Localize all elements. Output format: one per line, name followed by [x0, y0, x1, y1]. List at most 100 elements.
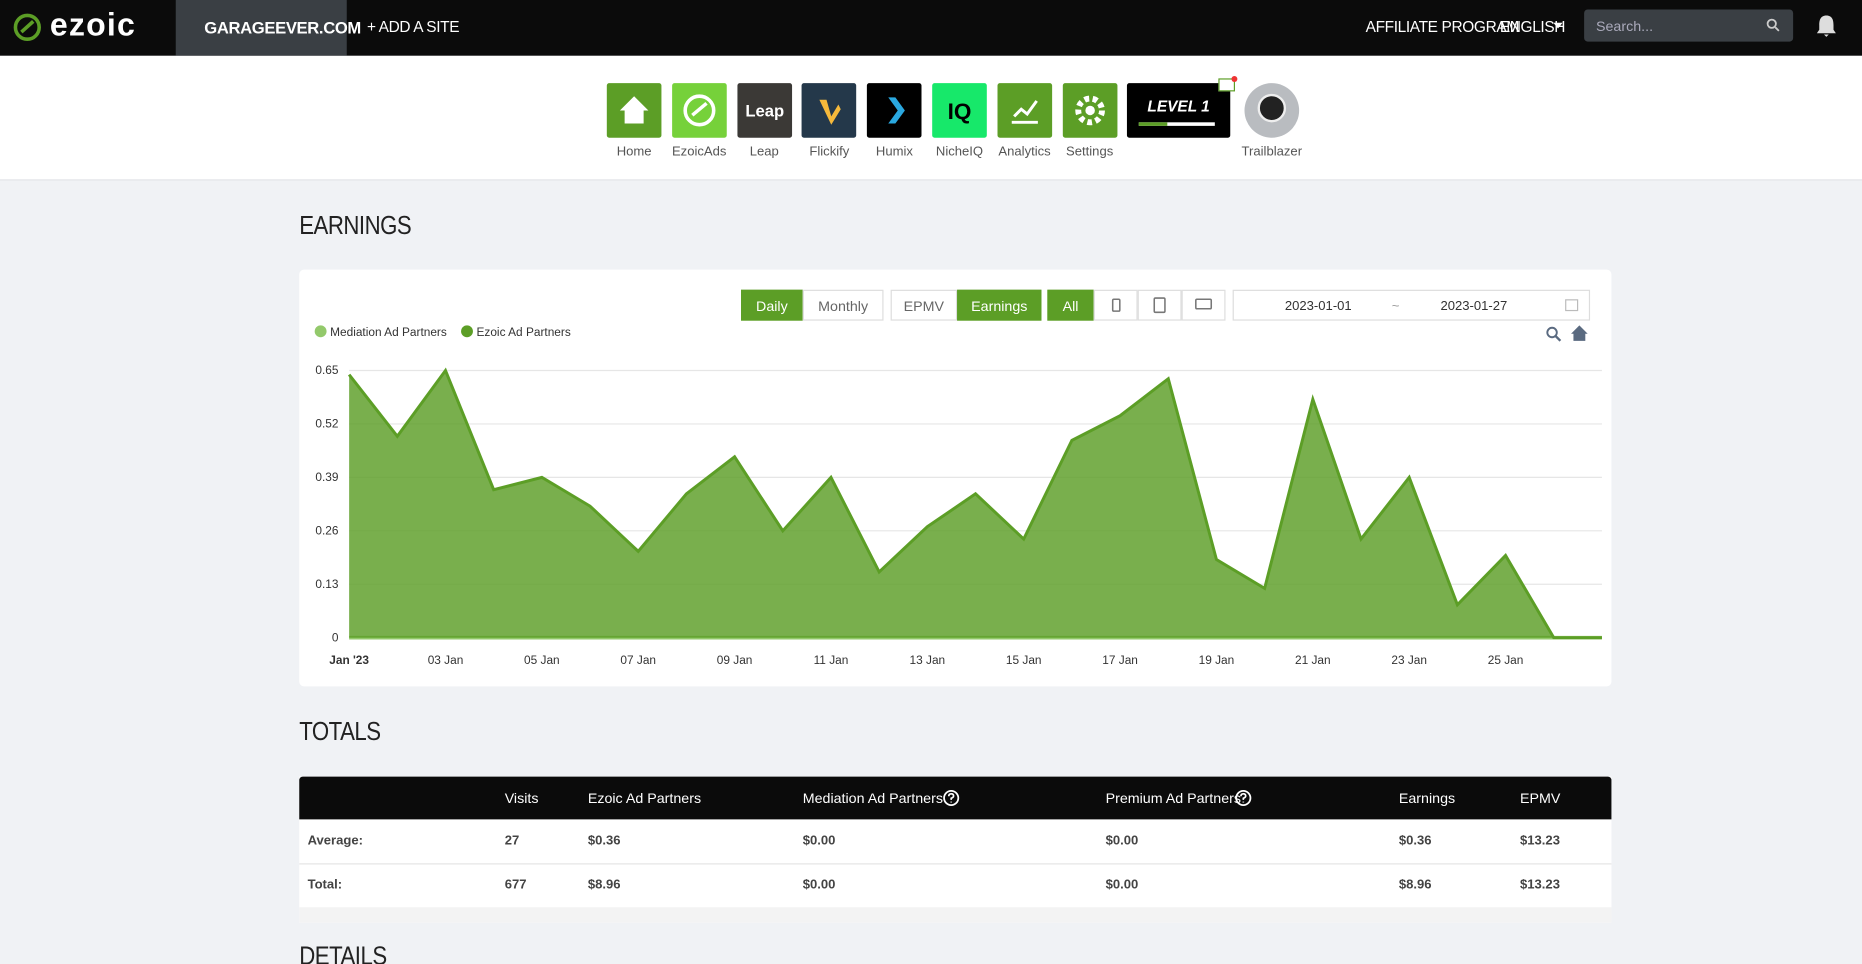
row-divider [299, 863, 1612, 865]
cell: $0.36 [587, 833, 621, 848]
x-tick-label: Jan '23 [329, 653, 369, 667]
help-mark [947, 793, 955, 803]
app-glyph [683, 94, 716, 127]
level-progress-fill [1138, 122, 1168, 126]
app-glyph [619, 96, 649, 124]
device-shape [1111, 298, 1121, 312]
search-box[interactable] [1584, 9, 1794, 42]
device-button[interactable] [1093, 289, 1138, 321]
x-tick-label: 03 Jan [428, 653, 464, 667]
app-icon[interactable] [867, 83, 922, 138]
language-select[interactable]: ENGLISH [1499, 17, 1566, 36]
device-button[interactable] [1137, 289, 1182, 321]
column-header: EPMV [1520, 789, 1561, 807]
y-tick-label: 0.39 [315, 470, 338, 484]
notification-bell[interactable] [1816, 14, 1837, 38]
x-tick-label: 07 Jan [620, 653, 656, 667]
app-label[interactable]: Leap [749, 144, 779, 160]
legend-marker[interactable] [314, 325, 327, 338]
app-label[interactable]: Humix [875, 144, 913, 160]
column-header: Premium Ad Partners [1105, 789, 1241, 807]
device-button[interactable] [1181, 289, 1226, 321]
date-range[interactable] [1232, 289, 1591, 321]
icon-text: IQ [948, 99, 972, 124]
legend-label[interactable]: Ezoic Ad Partners [477, 325, 571, 339]
y-tick-label: 0.52 [315, 417, 338, 431]
cell: $0.00 [802, 833, 836, 848]
glyph [683, 94, 716, 127]
zoom-icon[interactable] [1546, 326, 1558, 339]
dropdown-caret [1553, 22, 1563, 29]
reset-icon[interactable] [1571, 325, 1588, 341]
logo-icon [13, 13, 41, 41]
app-icon[interactable]: IQ [932, 83, 987, 138]
help-circle [943, 789, 960, 807]
app-label[interactable]: EzoicAds [671, 144, 727, 160]
section-title: EARNINGS [299, 210, 412, 240]
glyph [888, 97, 906, 124]
profile-label[interactable]: Trailblazer [1241, 144, 1303, 160]
add-site[interactable]: + ADD A SITE [366, 17, 460, 36]
toggle-button[interactable]: EPMV [890, 289, 958, 321]
app-bar: Home EzoicAds Leap Leap Flickify Humix IQ Niche… [0, 55, 1862, 181]
x-tick-label: 19 Jan [1199, 653, 1235, 667]
app-label[interactable]: Settings [1066, 144, 1114, 160]
legend-label[interactable]: Mediation Ad Partners [330, 325, 447, 339]
zoom-icon[interactable] [1554, 335, 1562, 342]
app-icon[interactable] [606, 83, 662, 138]
column-header: Mediation Ad Partners [802, 789, 943, 807]
mail-badge[interactable] [1218, 78, 1235, 92]
logo[interactable]: ezoic [49, 7, 137, 43]
date-to: 2023-01-27 [1440, 299, 1508, 314]
scrollbar[interactable] [299, 907, 1612, 923]
app-glyph [819, 99, 842, 125]
level-text: LEVEL 1 [1147, 97, 1210, 116]
device-icon [1195, 298, 1213, 310]
cell: $0.36 [1398, 833, 1432, 848]
search-icon[interactable] [1766, 18, 1780, 32]
level-badge[interactable]: LEVEL 1 [1126, 83, 1231, 138]
device-icon [1111, 298, 1121, 312]
app-label[interactable]: Home [616, 144, 652, 160]
site-tab[interactable] [175, 0, 347, 56]
area-fill [349, 370, 1602, 638]
app-icon[interactable] [1062, 83, 1117, 138]
cell: $13.23 [1520, 877, 1560, 892]
site-name[interactable]: GARAGEEVER.COM [204, 17, 361, 37]
app-glyph [1011, 100, 1038, 124]
cell: $0.00 [1105, 833, 1139, 848]
y-tick-label: 0.13 [315, 577, 338, 591]
chart-card: Mediation Ad Partners Ezoic Ad Partners 0 0… [299, 269, 1612, 687]
row-label: Total: [307, 877, 343, 892]
toggle-button[interactable]: Monthly [802, 289, 884, 321]
app-icon[interactable] [997, 83, 1052, 138]
x-tick-label: 21 Jan [1295, 653, 1331, 667]
toggle-button[interactable]: All [1047, 289, 1094, 321]
legend-marker[interactable] [461, 325, 473, 338]
column-header: Ezoic Ad Partners [587, 789, 702, 807]
help-icon[interactable] [943, 789, 960, 807]
y-tick-label: 0.26 [315, 523, 338, 537]
app-icon[interactable]: Leap [736, 83, 792, 138]
app-glyph [1074, 95, 1105, 126]
app-icon[interactable] [671, 83, 727, 138]
device-shape [1153, 297, 1166, 314]
app-label[interactable]: NicheIQ [935, 144, 984, 160]
x-tick-label: 09 Jan [717, 653, 753, 667]
help-icon[interactable] [1235, 789, 1252, 807]
affiliate-link[interactable]: AFFILIATE PROGRAM [1365, 17, 1520, 36]
toggle-button[interactable]: Earnings [957, 289, 1042, 321]
toggle-button[interactable]: Daily [741, 289, 803, 321]
cell: $13.23 [1520, 833, 1560, 848]
series-line [347, 367, 1602, 640]
glyph [1074, 95, 1105, 126]
icon-text: Leap [745, 101, 784, 120]
calendar-icon[interactable] [1565, 299, 1579, 312]
app-label[interactable]: Analytics [998, 144, 1051, 160]
glyph [1011, 100, 1038, 124]
app-label[interactable]: Flickify [809, 144, 850, 160]
app-icon[interactable] [802, 83, 857, 138]
y-tick-label: 0.65 [315, 363, 338, 377]
